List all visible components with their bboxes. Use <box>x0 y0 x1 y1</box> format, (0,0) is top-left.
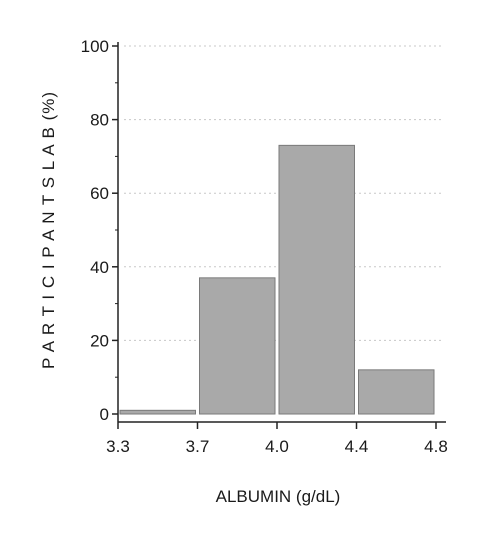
x-tick-label-3.3: 3.3 <box>106 437 130 456</box>
y-tick-label-0: 0 <box>100 405 109 424</box>
y-tick-label-80: 80 <box>90 111 109 130</box>
y-tick-label-20: 20 <box>90 331 109 350</box>
y-axis-title: P A R T I C I P A N T S L A B (%) <box>39 91 58 369</box>
x-tick-label-3.7: 3.7 <box>186 437 210 456</box>
axes <box>117 42 446 423</box>
bar-3.7-4.0 <box>199 277 276 415</box>
x-tick-label-4.0: 4.0 <box>265 437 289 456</box>
bar-4.4-4.8 <box>358 369 435 415</box>
bar-4.0-4.4 <box>278 144 355 415</box>
y-tick-label-100: 100 <box>81 37 109 56</box>
y-tick-label-40: 40 <box>90 258 109 277</box>
x-tick-label-4.8: 4.8 <box>424 437 448 456</box>
y-tick-label-60: 60 <box>90 184 109 203</box>
bars <box>119 144 435 415</box>
x-axis-title: ALBUMIN (g/dL) <box>216 487 341 506</box>
ticks: 0 20 40 60 80 100 3.3 3.7 4.0 4.4 4.8 <box>81 37 448 456</box>
bar-3.3-3.7 <box>119 409 196 415</box>
x-tick-label-4.4: 4.4 <box>345 437 369 456</box>
